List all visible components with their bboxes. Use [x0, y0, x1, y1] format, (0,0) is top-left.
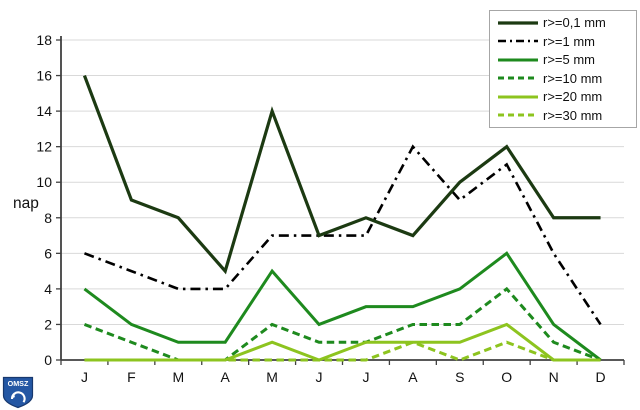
legend-line-sample: [498, 39, 538, 43]
month-label: M: [172, 369, 184, 385]
legend-item: r>=30 mm: [497, 106, 636, 124]
month-label: O: [501, 369, 512, 385]
series-line-3: [83, 286, 602, 362]
legend-label: r>=20 mm: [543, 89, 603, 105]
legend-line-sample: [498, 76, 538, 80]
month-label: S: [455, 369, 464, 385]
y-tick-label: 16: [36, 68, 52, 84]
omsz-logo-text: OMSZ: [8, 379, 29, 388]
legend-label: r>=30 mm: [543, 107, 603, 123]
y-tick-label: 14: [36, 103, 52, 119]
omsz-logo: OMSZ: [2, 376, 34, 409]
y-tick-label: 10: [36, 174, 52, 190]
legend-label: r>=10 mm: [543, 70, 603, 86]
series-line-1: [83, 144, 602, 326]
legend-item: r>=0,1 mm: [497, 14, 636, 32]
series-line-5: [84, 340, 601, 362]
legend-item: r>=5 mm: [497, 51, 636, 69]
omsz-swirl-dot: [11, 394, 15, 398]
y-tick-label: 2: [44, 316, 52, 332]
month-label: A: [221, 369, 231, 385]
month-label: F: [127, 369, 136, 385]
legend-item: r>=20 mm: [497, 88, 636, 106]
month-label: M: [266, 369, 278, 385]
legend-label: r>=5 mm: [543, 52, 596, 68]
chart-legend: r>=0,1 mm r>=1 mm r>=5 mm r>=10 mm r>=20 mm r…: [489, 10, 637, 128]
month-label: D: [595, 369, 605, 385]
legend-line-sample: [498, 20, 538, 25]
y-axis-title: nap: [13, 195, 39, 212]
y-tick-label: 8: [44, 210, 52, 226]
month-label: N: [549, 369, 559, 385]
legend-item: r>=1 mm: [497, 32, 636, 50]
legend-label: r>=1 mm: [543, 33, 596, 49]
y-tick-label: 18: [36, 32, 52, 48]
y-tick-label: 4: [44, 281, 52, 297]
legend-line-sample: [498, 58, 538, 62]
legend-line-sample: [498, 113, 538, 117]
month-label: J: [362, 369, 369, 385]
legend-item: r>=10 mm: [497, 69, 636, 87]
month-label: A: [408, 369, 418, 385]
month-label: J: [316, 369, 323, 385]
legend-label: r>=0,1 mm: [543, 15, 606, 31]
y-tick-label: 12: [36, 139, 52, 155]
y-tick-label: 0: [44, 352, 52, 368]
y-tick-label: 6: [44, 245, 52, 261]
month-label: J: [81, 369, 88, 385]
series-line-2: [83, 251, 602, 362]
legend-line-sample: [498, 95, 538, 99]
series-line-0: [82, 74, 601, 275]
